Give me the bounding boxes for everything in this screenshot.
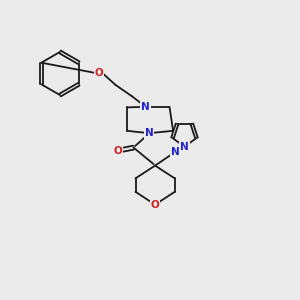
Text: N: N	[141, 102, 150, 112]
Text: N: N	[145, 128, 154, 138]
Text: O: O	[151, 200, 160, 210]
Text: O: O	[94, 68, 103, 79]
Text: N: N	[171, 147, 180, 157]
Text: O: O	[113, 146, 122, 156]
Text: N: N	[141, 102, 150, 112]
Text: N: N	[180, 142, 189, 152]
